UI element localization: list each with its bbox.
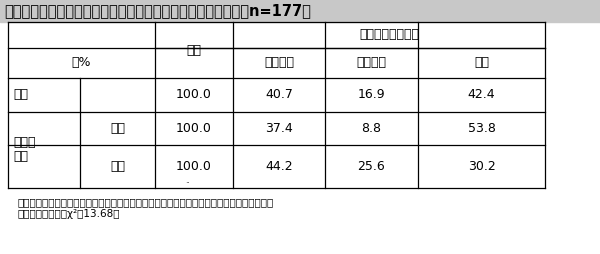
Text: あり: あり <box>110 122 125 135</box>
Text: １％水準で有意（χ²＝13.68）: １％水準で有意（χ²＝13.68） <box>18 209 121 219</box>
Text: 100.0: 100.0 <box>176 122 212 135</box>
Text: 合計: 合計 <box>187 43 202 56</box>
Text: 100.0: 100.0 <box>176 160 212 173</box>
Text: 有無: 有無 <box>13 151 28 164</box>
Text: 42.4: 42.4 <box>467 88 496 102</box>
Text: 40.7: 40.7 <box>265 88 293 102</box>
Text: 表１「好きな牛肉第１位」と情報の提示・不提示による相違（n=177）: 表１「好きな牛肉第１位」と情報の提示・不提示による相違（n=177） <box>4 4 311 19</box>
Text: ..: .. <box>185 176 190 185</box>
Text: 16.9: 16.9 <box>358 88 385 102</box>
Bar <box>0 0 600 22</box>
Text: 黒毛: 黒毛 <box>474 56 489 70</box>
Text: 100.0: 100.0 <box>176 88 212 102</box>
Text: 情報の: 情報の <box>13 136 35 150</box>
Text: 注：カイ自乗検定の結果「来歴・品質情報の有無」と「好きな牛肉１位」との関連につき，: 注：カイ自乗検定の結果「来歴・品質情報の有無」と「好きな牛肉１位」との関連につき… <box>18 197 274 207</box>
Text: 全体: 全体 <box>13 88 28 102</box>
Text: 輸入牛肉: 輸入牛肉 <box>356 56 386 70</box>
Text: 25.6: 25.6 <box>358 160 385 173</box>
Text: 53.8: 53.8 <box>467 122 496 135</box>
Text: 44.2: 44.2 <box>265 160 293 173</box>
Text: 好きな牛肉第１位: 好きな牛肉第１位 <box>359 28 419 41</box>
Text: 37.4: 37.4 <box>265 122 293 135</box>
Text: 短角牛肉: 短角牛肉 <box>264 56 294 70</box>
Text: 30.2: 30.2 <box>467 160 496 173</box>
Text: 横%: 横% <box>72 56 91 70</box>
Text: 8.8: 8.8 <box>361 122 382 135</box>
Text: なし: なし <box>110 160 125 173</box>
